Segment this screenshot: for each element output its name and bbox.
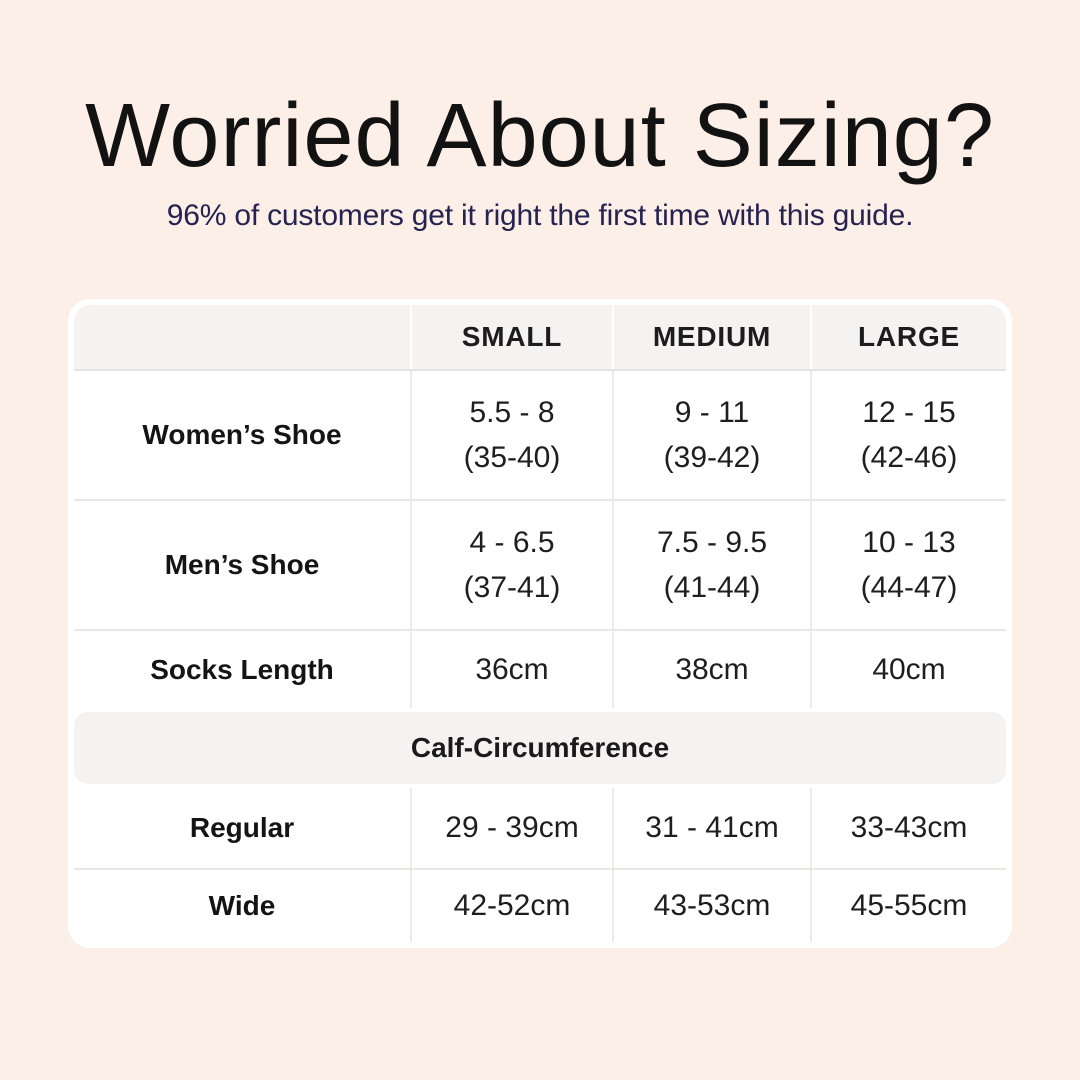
table-row-socks-length: Socks Length 36cm 38cm 40cm <box>74 631 1006 709</box>
value-line: (35-40) <box>463 441 561 475</box>
value-cell: 12 - 15 (42-46) <box>810 371 1006 500</box>
value-cell: 4 - 6.5 (37-41) <box>410 501 612 630</box>
row-label: Wide <box>208 890 276 922</box>
value-line: 10 - 13 <box>862 525 956 559</box>
value-cell: 40cm <box>810 631 1006 709</box>
value-line: 38cm <box>675 652 749 686</box>
value-cell: 43-53cm <box>612 870 810 943</box>
row-label: Socks Length <box>150 653 334 685</box>
column-header-label: SMALL <box>461 321 563 353</box>
row-label-cell: Women’s Shoe <box>74 371 410 499</box>
value-cell: 5.5 - 8 (35-40) <box>410 371 612 500</box>
value-line: (44-47) <box>860 571 958 605</box>
value-line: (39-42) <box>663 441 761 475</box>
page-subtitle: 96% of customers get it right the first … <box>166 199 914 233</box>
header-cell-small: SMALL <box>410 305 612 370</box>
row-label-cell: Socks Length <box>74 631 410 708</box>
value-cell: 10 - 13 (44-47) <box>810 501 1006 630</box>
value-cell: 42-52cm <box>410 870 612 943</box>
section-header-label: Calf-Circumference <box>410 732 670 764</box>
row-label: Women’s Shoe <box>142 419 342 451</box>
column-header-label: MEDIUM <box>652 321 772 353</box>
table-row-regular: Regular 29 - 39cm 31 - 41cm 33-43cm <box>74 788 1006 871</box>
value-line: 33-43cm <box>850 811 968 845</box>
value-cell: 45-55cm <box>810 870 1006 943</box>
value-cell: 36cm <box>410 631 612 709</box>
size-chart-table: SMALL MEDIUM LARGE Women’s Shoe 5.5 - 8 … <box>68 299 1012 949</box>
row-label-cell: Wide <box>74 870 410 942</box>
value-line: 29 - 39cm <box>445 811 579 845</box>
value-line: 5.5 - 8 <box>469 395 555 429</box>
value-line: 12 - 15 <box>862 395 956 429</box>
value-line: 43-53cm <box>653 889 771 923</box>
value-cell: 31 - 41cm <box>612 788 810 869</box>
table-header-row: SMALL MEDIUM LARGE <box>74 305 1006 372</box>
value-line: (41-44) <box>663 571 761 605</box>
table-row-mens-shoe: Men’s Shoe 4 - 6.5 (37-41) 7.5 - 9.5 (41… <box>74 501 1006 632</box>
section-header-calf-circumference: Calf-Circumference <box>74 712 1006 785</box>
value-line: 42-52cm <box>453 889 571 923</box>
value-cell: 33-43cm <box>810 788 1006 869</box>
value-line: 36cm <box>475 652 549 686</box>
row-label-cell: Regular <box>74 788 410 868</box>
value-line: 7.5 - 9.5 <box>656 525 768 559</box>
header-cell-large: LARGE <box>810 305 1006 370</box>
value-line: 4 - 6.5 <box>469 525 555 559</box>
value-cell: 9 - 11 (39-42) <box>612 371 810 500</box>
value-line: 9 - 11 <box>674 395 750 429</box>
header-cell-empty <box>74 305 410 369</box>
table-row-womens-shoe: Women’s Shoe 5.5 - 8 (35-40) 9 - 11 (39-… <box>74 371 1006 502</box>
value-line: 31 - 41cm <box>645 811 779 845</box>
value-cell: 7.5 - 9.5 (41-44) <box>612 501 810 630</box>
value-line: 40cm <box>872 652 946 686</box>
row-label: Men’s Shoe <box>164 549 320 581</box>
column-header-label: LARGE <box>858 321 960 353</box>
header-cell-medium: MEDIUM <box>612 305 810 370</box>
value-line: 45-55cm <box>850 889 968 923</box>
value-cell: 29 - 39cm <box>410 788 612 869</box>
value-cell: 38cm <box>612 631 810 709</box>
row-label: Regular <box>189 812 295 844</box>
page-title: Worried About Sizing? <box>85 86 995 186</box>
row-label-cell: Men’s Shoe <box>74 501 410 629</box>
table-row-wide: Wide 42-52cm 43-53cm 45-55cm <box>74 870 1006 943</box>
value-line: (37-41) <box>463 571 561 605</box>
value-line: (42-46) <box>860 441 958 475</box>
